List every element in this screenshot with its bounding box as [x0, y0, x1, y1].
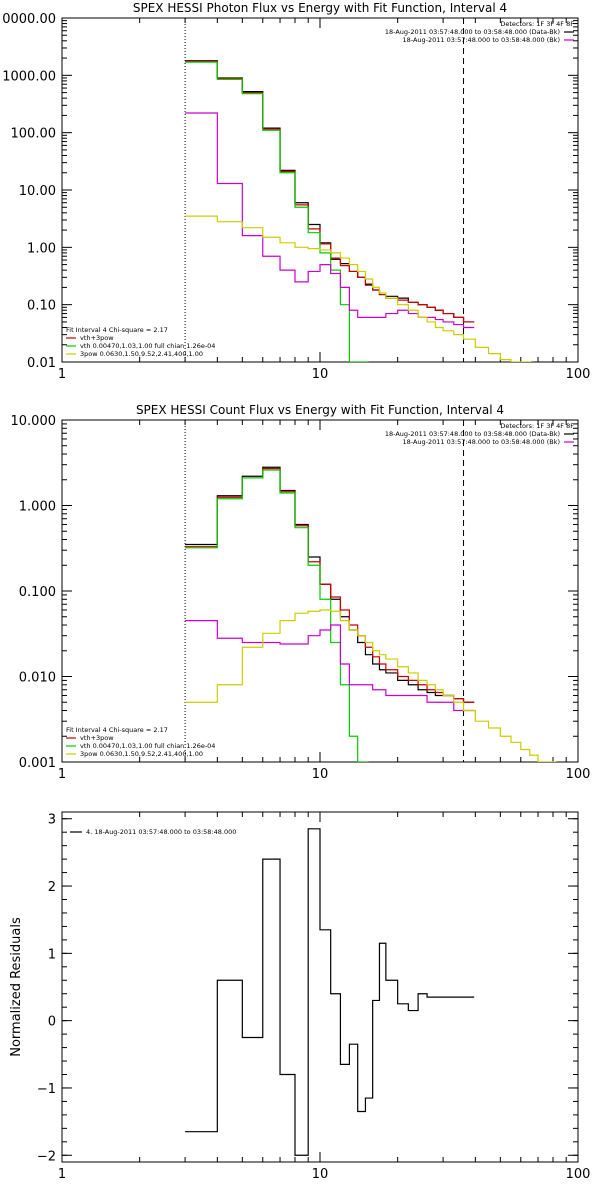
- data-series-line: [185, 469, 369, 762]
- legend-entry-label: 18-Aug-2011 03:57:48.000 to 03:58:48.000…: [403, 36, 560, 44]
- y-tick-label: 100.00: [11, 127, 57, 142]
- panel-count-flux: SPEX HESSI Count Flux vs Energy with Fit…: [11, 403, 591, 782]
- panel-residuals: 1 10 100 −2 −1 0 1 2 3 Normalized Residuals 4. 18-…: [9, 811, 591, 1182]
- x-tick-label: 100: [566, 1167, 591, 1182]
- data-series-line: [185, 60, 475, 323]
- y-tick-label: 2: [48, 880, 56, 895]
- data-series-line: [185, 60, 475, 323]
- legend-entry-label: 18-Aug-2011 03:57:48.000 to 03:58:48.000…: [385, 430, 560, 438]
- x-tick-label: 100: [566, 367, 591, 382]
- y-tick-label: 1.00: [27, 241, 56, 256]
- plot-frame: [61, 17, 579, 363]
- y-axis-label: Normalized Residuals: [9, 917, 24, 1057]
- data-series-line: [185, 215, 532, 362]
- data-series-line: [185, 609, 557, 762]
- y-tick-label: 0: [48, 1015, 56, 1030]
- legend-entry-label: 3pow 0.0630,1.50,9.52,2.41,400,1.00: [80, 350, 203, 358]
- x-tick-label: 1: [58, 767, 66, 782]
- data-series-line: [185, 468, 475, 703]
- y-tick-label: −1: [37, 1082, 56, 1097]
- data-series-line: [185, 61, 369, 362]
- data-series-line: [185, 828, 475, 1156]
- legend-header: Detectors: 1F 3F 4F 8F: [500, 20, 574, 28]
- legend-entry-label: vth 0.00470,1.03,1.00 full chian 1.26e-0…: [80, 342, 215, 350]
- y-tick-label: 0.001: [19, 756, 56, 771]
- y-tick-label: −2: [37, 1149, 56, 1164]
- x-tick-label: 1: [58, 367, 66, 382]
- chart-title: SPEX HESSI Count Flux vs Energy with Fit…: [136, 403, 504, 417]
- data-series-line: [185, 620, 475, 712]
- panel-photon-flux: SPEX HESSI Photon Flux vs Energy with Fi…: [2, 1, 590, 382]
- data-series-line: [185, 112, 475, 329]
- y-tick-label: 10.00: [19, 184, 56, 199]
- x-tick-label: 100: [566, 767, 591, 782]
- legend-header: Fit Interval 4 Chi-square = 2.17: [66, 326, 168, 334]
- x-tick-label: 10: [312, 1167, 329, 1182]
- y-tick-label: 1: [48, 947, 56, 962]
- y-tick-label: 10.000: [11, 414, 57, 429]
- y-tick-label: 0.01: [27, 356, 56, 371]
- x-tick-label: 10: [312, 367, 329, 382]
- chart-title: SPEX HESSI Photon Flux vs Energy with Fi…: [133, 1, 507, 15]
- x-tick-label: 1: [58, 1167, 66, 1182]
- legend-entry-label: 18-Aug-2011 03:57:48.000 to 03:58:48.000…: [385, 28, 560, 36]
- y-tick-label: 1.000: [19, 500, 56, 515]
- legend-header: Fit Interval 4 Chi-square = 2.17: [66, 726, 168, 734]
- legend-entry-label: vth+3pow: [80, 334, 114, 342]
- x-tick-label: 10: [312, 767, 329, 782]
- legend-entry-label: 4. 18-Aug-2011 03:57:48.000 to 03:58:48.…: [86, 828, 236, 836]
- legend-entry-label: 3pow 0.0630,1.50,9.52,2.41,400,1.00: [80, 750, 203, 758]
- legend-header: Detectors: 1F 3F 4F 8F: [500, 422, 574, 430]
- legend-entry-label: vth 0.00470,1.03,1.00 full chian 1.26e-0…: [80, 742, 215, 750]
- y-tick-label: 0.100: [19, 585, 56, 600]
- y-tick-label: 3: [48, 813, 56, 828]
- y-tick-label: 0.10: [27, 299, 56, 314]
- legend-entry-label: vth+3pow: [80, 734, 114, 742]
- y-tick-label: 0000.00: [2, 12, 56, 27]
- y-tick-label: 1000.00: [2, 69, 56, 84]
- y-tick-label: 0.010: [19, 671, 56, 686]
- legend-entry-label: 18-Aug-2011 03:57:48.000 to 03:58:48.000…: [403, 438, 560, 446]
